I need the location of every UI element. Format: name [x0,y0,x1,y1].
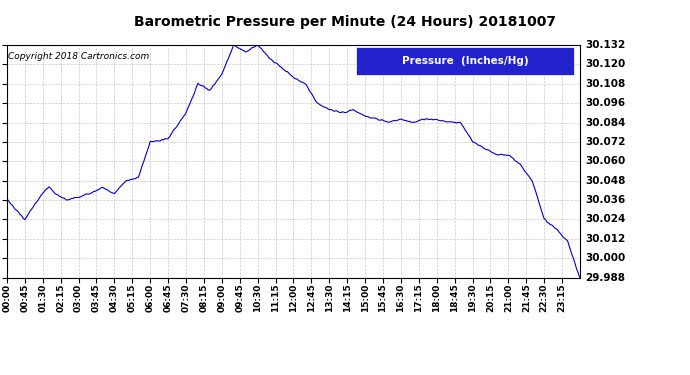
Text: 30.096: 30.096 [585,98,625,108]
Text: Pressure  (Inches/Hg): Pressure (Inches/Hg) [402,56,529,66]
Text: 30.000: 30.000 [585,253,625,263]
Text: 30.108: 30.108 [585,79,625,89]
Text: 30.060: 30.060 [585,156,625,166]
Text: Barometric Pressure per Minute (24 Hours) 20181007: Barometric Pressure per Minute (24 Hours… [134,15,556,29]
Text: 30.036: 30.036 [585,195,625,205]
Text: 30.048: 30.048 [585,176,626,186]
FancyBboxPatch shape [356,47,574,75]
Text: 29.988: 29.988 [585,273,625,282]
Text: Copyright 2018 Cartronics.com: Copyright 2018 Cartronics.com [8,52,149,61]
Text: 30.024: 30.024 [585,214,626,224]
Text: 30.012: 30.012 [585,234,625,244]
Text: 30.120: 30.120 [585,59,625,69]
Text: 30.072: 30.072 [585,137,626,147]
Text: 30.084: 30.084 [585,117,626,128]
Text: 30.132: 30.132 [585,40,625,50]
